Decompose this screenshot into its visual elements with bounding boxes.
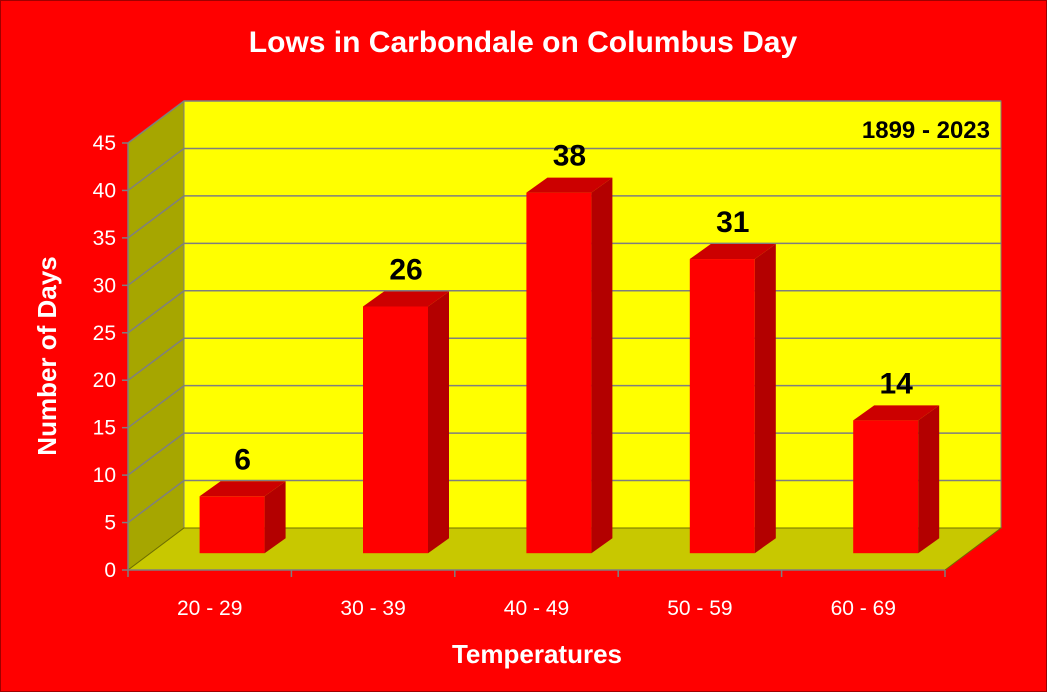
y-tick-label: 0: [104, 559, 116, 582]
bar-top: [526, 177, 613, 193]
gridline: [127, 195, 1001, 239]
x-tick-label: 30 - 39: [340, 597, 405, 620]
bar-top: [853, 405, 940, 421]
x-axis-title: Temperatures: [452, 639, 622, 669]
data-label: 6: [234, 443, 251, 476]
x-tick-label: 60 - 69: [831, 597, 896, 620]
bar-side: [264, 481, 286, 554]
data-labels: 6 26 38 31 14: [234, 140, 913, 477]
bar-20-29: [199, 481, 286, 554]
x-tick-label: 20 - 29: [177, 597, 242, 620]
bar-top: [199, 481, 286, 497]
y-tick-label: 30: [93, 274, 116, 297]
chart-title: Lows in Carbondale on Columbus Day: [249, 26, 798, 59]
bar-side: [918, 405, 940, 554]
y-tick-label: 40: [93, 179, 116, 202]
data-label: 26: [389, 253, 422, 286]
tick-labels: 0 5 10 15 20 25 30 35 40 45 20 - 29 30 - 39 40 - 49 5…: [93, 132, 896, 620]
axes: [122, 142, 946, 577]
bar-40-49: [526, 177, 613, 554]
y-tick-label: 5: [104, 512, 116, 535]
bar-top: [689, 244, 776, 260]
y-tick-label: 35: [93, 227, 116, 250]
bars: [199, 177, 940, 554]
bar-side: [591, 177, 613, 554]
x-tick-label: 40 - 49: [504, 597, 569, 620]
y-tick-label: 15: [93, 417, 116, 440]
bar-front: [526, 192, 592, 554]
plot-side-wall: [127, 100, 185, 571]
y-tick-label: 10: [93, 464, 116, 487]
bar-30-39: [363, 291, 449, 554]
data-label: 31: [716, 206, 749, 239]
bar-side: [428, 291, 449, 554]
gridline: [127, 242, 1001, 286]
period-annotation: 1899 - 2023: [862, 117, 990, 144]
y-axis-title: Number of Days: [32, 256, 62, 455]
bar-front: [689, 259, 755, 554]
gridline: [127, 100, 1001, 144]
bar-side: [754, 244, 776, 554]
data-label: 38: [553, 140, 586, 173]
y-tick-label: 20: [93, 369, 116, 392]
x-tick-label: 50 - 59: [667, 597, 732, 620]
bar-60-69: [853, 405, 940, 554]
y-tick-label: 45: [93, 132, 116, 155]
bar-top: [363, 291, 449, 307]
y-tick-label: 25: [93, 322, 116, 345]
bar-50-59: [689, 244, 776, 554]
bar-front: [853, 420, 919, 554]
gridline: [127, 147, 1001, 192]
bar-front: [199, 496, 265, 554]
bar-front: [363, 306, 428, 554]
data-label: 14: [880, 367, 914, 400]
